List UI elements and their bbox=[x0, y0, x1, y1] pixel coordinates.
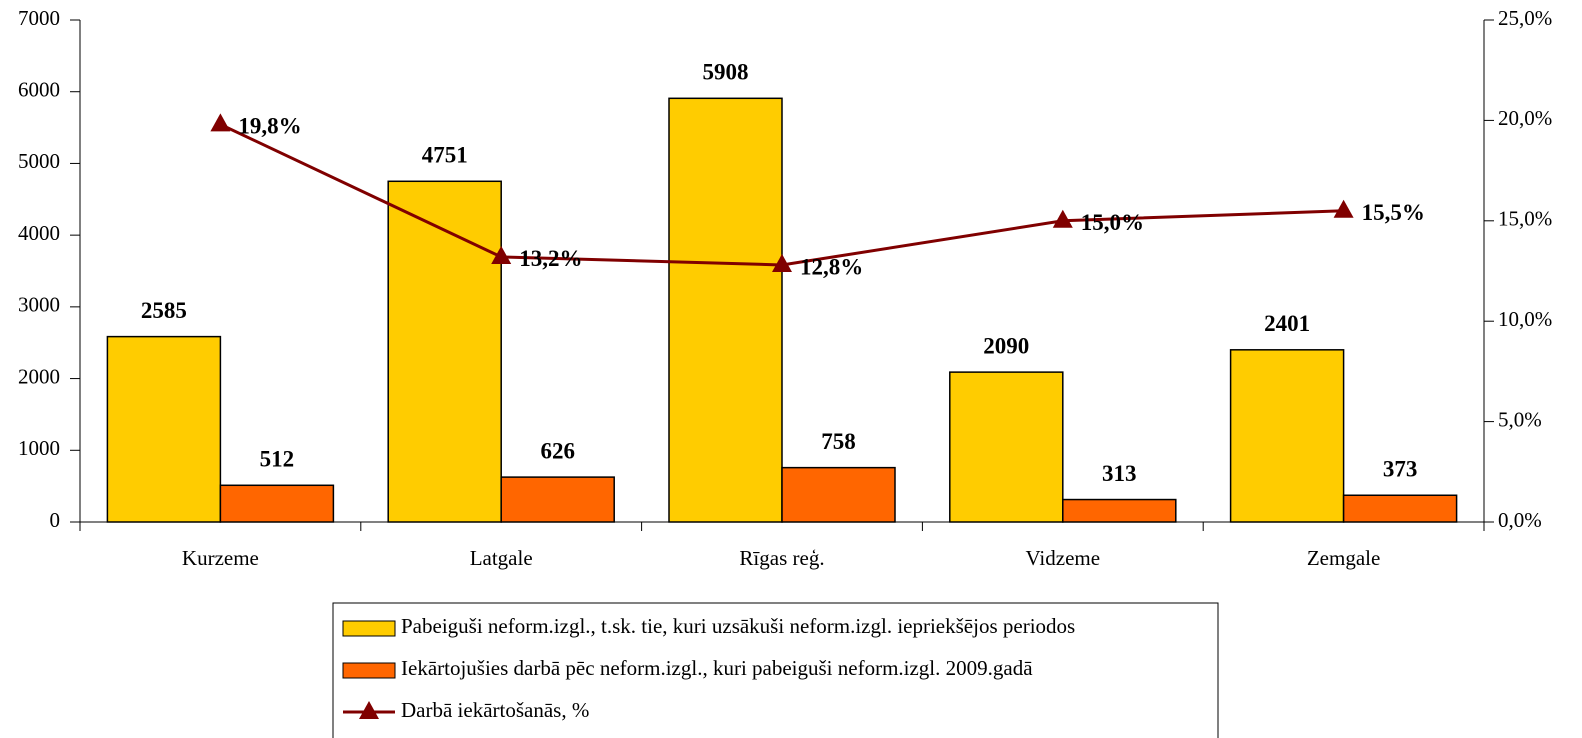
y2-tick-label: 0,0% bbox=[1498, 508, 1542, 532]
bar-value-label: 512 bbox=[260, 447, 295, 472]
y2-tick-label: 5,0% bbox=[1498, 407, 1542, 431]
bar-value-label: 313 bbox=[1102, 461, 1137, 486]
x-tick-label: Zemgale bbox=[1307, 546, 1380, 570]
x-tick-label: Vidzeme bbox=[1026, 546, 1101, 570]
bar-value-label: 626 bbox=[540, 438, 575, 463]
legend-label: Pabeiguši neform.izgl., t.sk. tie, kuri … bbox=[401, 614, 1075, 638]
line-value-label: 19,8% bbox=[238, 114, 301, 139]
bar bbox=[500, 476, 615, 523]
legend-label: Darbā iekārtošanās, % bbox=[401, 698, 589, 722]
marker bbox=[1333, 199, 1354, 218]
line-value-label: 13,2% bbox=[519, 246, 582, 271]
y-tick-label: 2000 bbox=[18, 364, 60, 388]
line-value-label: 15,5% bbox=[1362, 200, 1425, 225]
y-tick-label: 4000 bbox=[18, 221, 60, 245]
legend-swatch bbox=[342, 620, 396, 637]
x-tick-label: Latgale bbox=[470, 546, 533, 570]
y-tick-label: 3000 bbox=[18, 293, 60, 317]
y-tick-label: 6000 bbox=[18, 78, 60, 102]
y-tick-label: 0 bbox=[50, 508, 61, 532]
bar-value-label: 5908 bbox=[703, 60, 749, 85]
y-tick-label: 1000 bbox=[18, 436, 60, 460]
bar bbox=[387, 180, 502, 523]
y2-tick-label: 10,0% bbox=[1498, 307, 1552, 331]
bar bbox=[949, 371, 1064, 523]
bar-value-label: 373 bbox=[1383, 457, 1418, 482]
y2-tick-label: 20,0% bbox=[1498, 106, 1552, 130]
bar bbox=[781, 466, 896, 523]
bar-value-label: 2585 bbox=[141, 298, 187, 323]
legend-box bbox=[332, 602, 1219, 738]
line-value-label: 12,8% bbox=[800, 254, 863, 279]
legend-swatch bbox=[342, 662, 396, 679]
bar bbox=[1229, 349, 1345, 523]
marker bbox=[210, 113, 231, 132]
bar bbox=[1062, 498, 1177, 523]
line-value-label: 15,0% bbox=[1081, 210, 1144, 235]
y-tick-label: 5000 bbox=[18, 149, 60, 173]
bar bbox=[106, 335, 222, 523]
legend-marker bbox=[359, 701, 379, 719]
marker bbox=[772, 253, 792, 272]
bar-value-label: 4751 bbox=[422, 143, 468, 168]
y2-tick-label: 25,0% bbox=[1498, 6, 1552, 30]
bar bbox=[1342, 494, 1458, 523]
bar bbox=[219, 484, 335, 523]
y-tick-label: 7000 bbox=[18, 6, 60, 30]
marker bbox=[491, 245, 512, 264]
x-tick-label: Rīgas reģ. bbox=[739, 546, 824, 570]
marker bbox=[1052, 209, 1073, 228]
bar-value-label: 758 bbox=[821, 429, 856, 454]
y2-tick-label: 15,0% bbox=[1498, 207, 1552, 231]
legend-label: Iekārtojušies darbā pēc neform.izgl., ku… bbox=[401, 656, 1033, 680]
bar bbox=[668, 97, 783, 523]
bar-value-label: 2401 bbox=[1264, 311, 1310, 336]
x-tick-label: Kurzeme bbox=[182, 546, 259, 570]
bar-value-label: 2090 bbox=[983, 333, 1029, 358]
